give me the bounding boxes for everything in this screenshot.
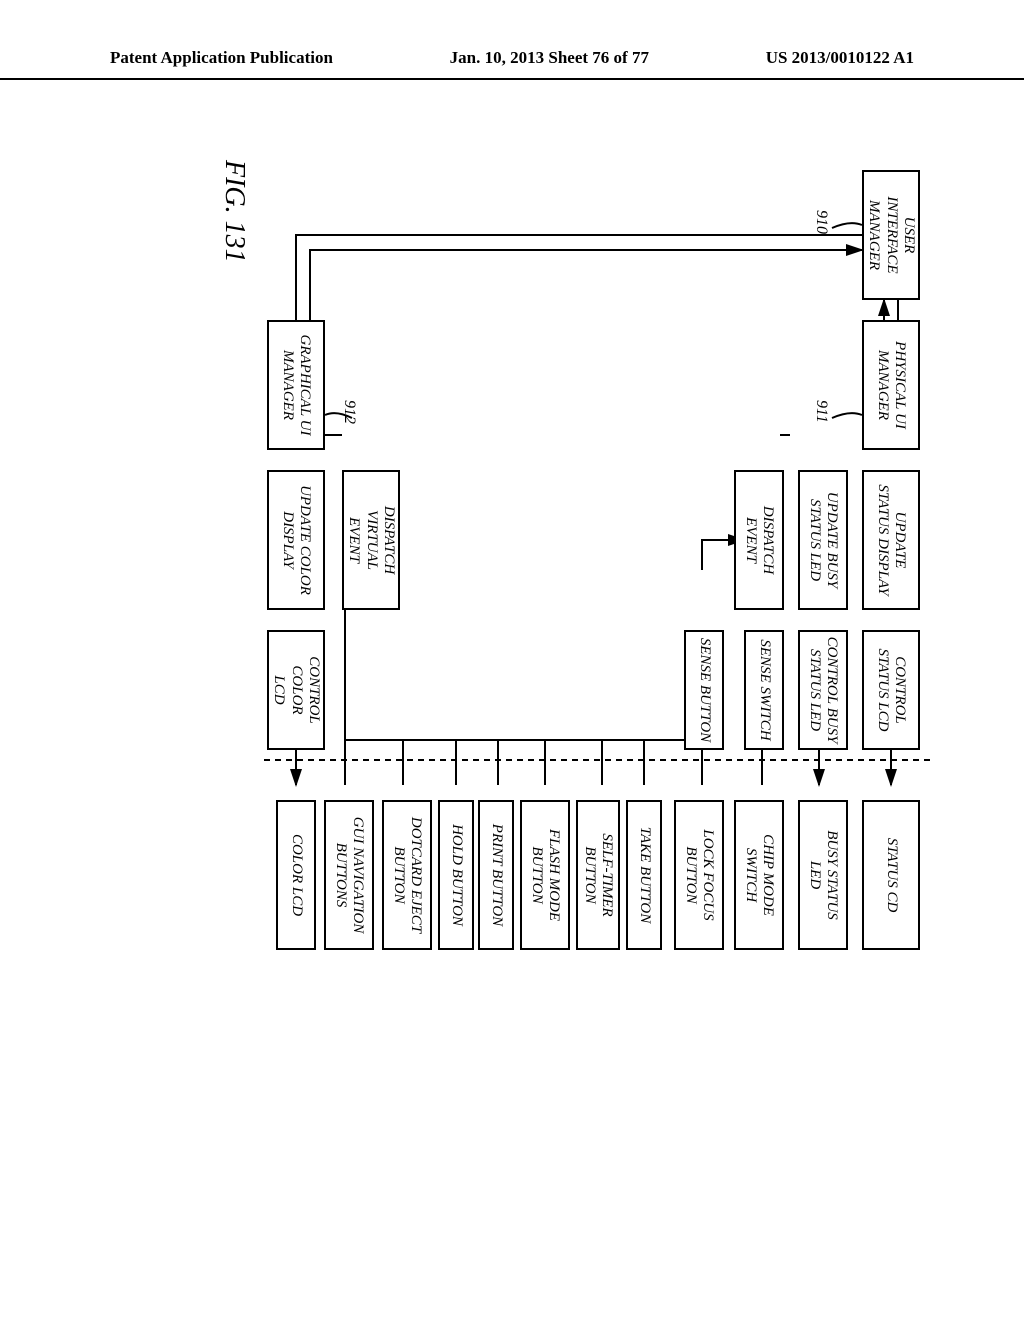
label: DISPATCHEVENT: [742, 506, 777, 574]
dispatch-event-box: DISPATCHEVENT: [734, 470, 784, 610]
control-busy-status-led-box: CONTROL BUSYSTATUS LED: [798, 630, 848, 750]
flash-mode-button-box: FLASH MODEBUTTON: [520, 800, 570, 950]
update-color-display-box: UPDATE COLORDISPLAY: [267, 470, 325, 610]
chip-mode-switch-box: CHIP MODESWITCH: [734, 800, 784, 950]
self-timer-button-box: SELF-TIMERBUTTON: [576, 800, 620, 950]
dispatch-virtual-event-box: DISPATCHVIRTUALEVENT: [342, 470, 400, 610]
update-status-display-box: UPDATESTATUS DISPLAY: [862, 470, 920, 610]
label: LOCK FOCUSBUTTON: [682, 829, 717, 920]
busy-status-led-box: BUSY STATUSLED: [798, 800, 848, 950]
label: CONTROL COLORLCD: [270, 634, 322, 746]
control-status-lcd-box: CONTROLSTATUS LCD: [862, 630, 920, 750]
label: SELF-TIMERBUTTON: [581, 833, 616, 916]
sense-switch-box: SENSE SWITCH: [744, 630, 784, 750]
label: SENSE BUTTON: [695, 638, 712, 742]
header-center: Jan. 10, 2013 Sheet 76 of 77: [450, 48, 649, 68]
label: PHYSICAL UIMANAGER: [874, 341, 909, 429]
label: TAKE BUTTON: [635, 827, 652, 924]
label: UPDATE BUSYSTATUS LED: [806, 492, 841, 589]
ref-912: 912: [340, 400, 358, 424]
physical-ui-manager-2: PHYSICAL UIMANAGER: [862, 320, 920, 450]
label: BUSY STATUSLED: [806, 830, 841, 920]
label: UPDATE COLORDISPLAY: [279, 485, 314, 595]
figure-label: FIG. 131: [218, 160, 250, 263]
label: DOTCARD EJECTBUTTON: [390, 817, 425, 933]
lock-focus-button-box: LOCK FOCUSBUTTON: [674, 800, 724, 950]
label: COLOR LCD: [287, 834, 304, 916]
ref-911: 911: [812, 400, 830, 423]
update-busy-status-led-box: UPDATE BUSYSTATUS LED: [798, 470, 848, 610]
ref-910: 910: [812, 210, 830, 234]
dotcard-eject-button-box: DOTCARD EJECTBUTTON: [382, 800, 432, 950]
label: GUI NAVIGATIONBUTTONS: [332, 817, 367, 934]
label: UPDATESTATUS DISPLAY: [874, 484, 909, 595]
header-rule: [0, 78, 1024, 80]
label: CONTROLSTATUS LCD: [874, 649, 909, 732]
label: HOLD BUTTON: [447, 824, 464, 926]
label: GRAPHICAL UIMANAGER: [279, 335, 314, 436]
label: FLASH MODEBUTTON: [528, 829, 563, 921]
header-right: US 2013/0010122 A1: [766, 48, 914, 68]
header-left: Patent Application Publication: [110, 48, 333, 68]
label: DISPATCHVIRTUALEVENT: [345, 506, 397, 574]
label: CHIP MODESWITCH: [742, 834, 777, 916]
hold-button-box: HOLD BUTTON: [438, 800, 474, 950]
color-lcd-box: COLOR LCD: [276, 800, 316, 950]
label: CONTROL BUSYSTATUS LED: [806, 637, 841, 744]
status-cd-box: STATUS CD: [862, 800, 920, 950]
graphical-ui-manager-2: GRAPHICAL UIMANAGER: [267, 320, 325, 450]
control-color-lcd-box: CONTROL COLORLCD: [267, 630, 325, 750]
user-interface-manager: USERINTERFACEMANAGER: [862, 170, 920, 300]
diagram: USERINTERFACEMANAGER 910 PHYSICAL UIMANA…: [80, 170, 920, 950]
label: PRINT BUTTON: [487, 824, 504, 926]
sense-button-box: SENSE BUTTON: [684, 630, 724, 750]
label: STATUS CD: [882, 838, 899, 913]
label: SENSE SWITCH: [755, 639, 772, 740]
take-button-box: TAKE BUTTON: [626, 800, 662, 950]
label: USERINTERFACEMANAGER: [865, 196, 917, 273]
print-button-box: PRINT BUTTON: [478, 800, 514, 950]
gui-navigation-buttons-box: GUI NAVIGATIONBUTTONS: [324, 800, 374, 950]
